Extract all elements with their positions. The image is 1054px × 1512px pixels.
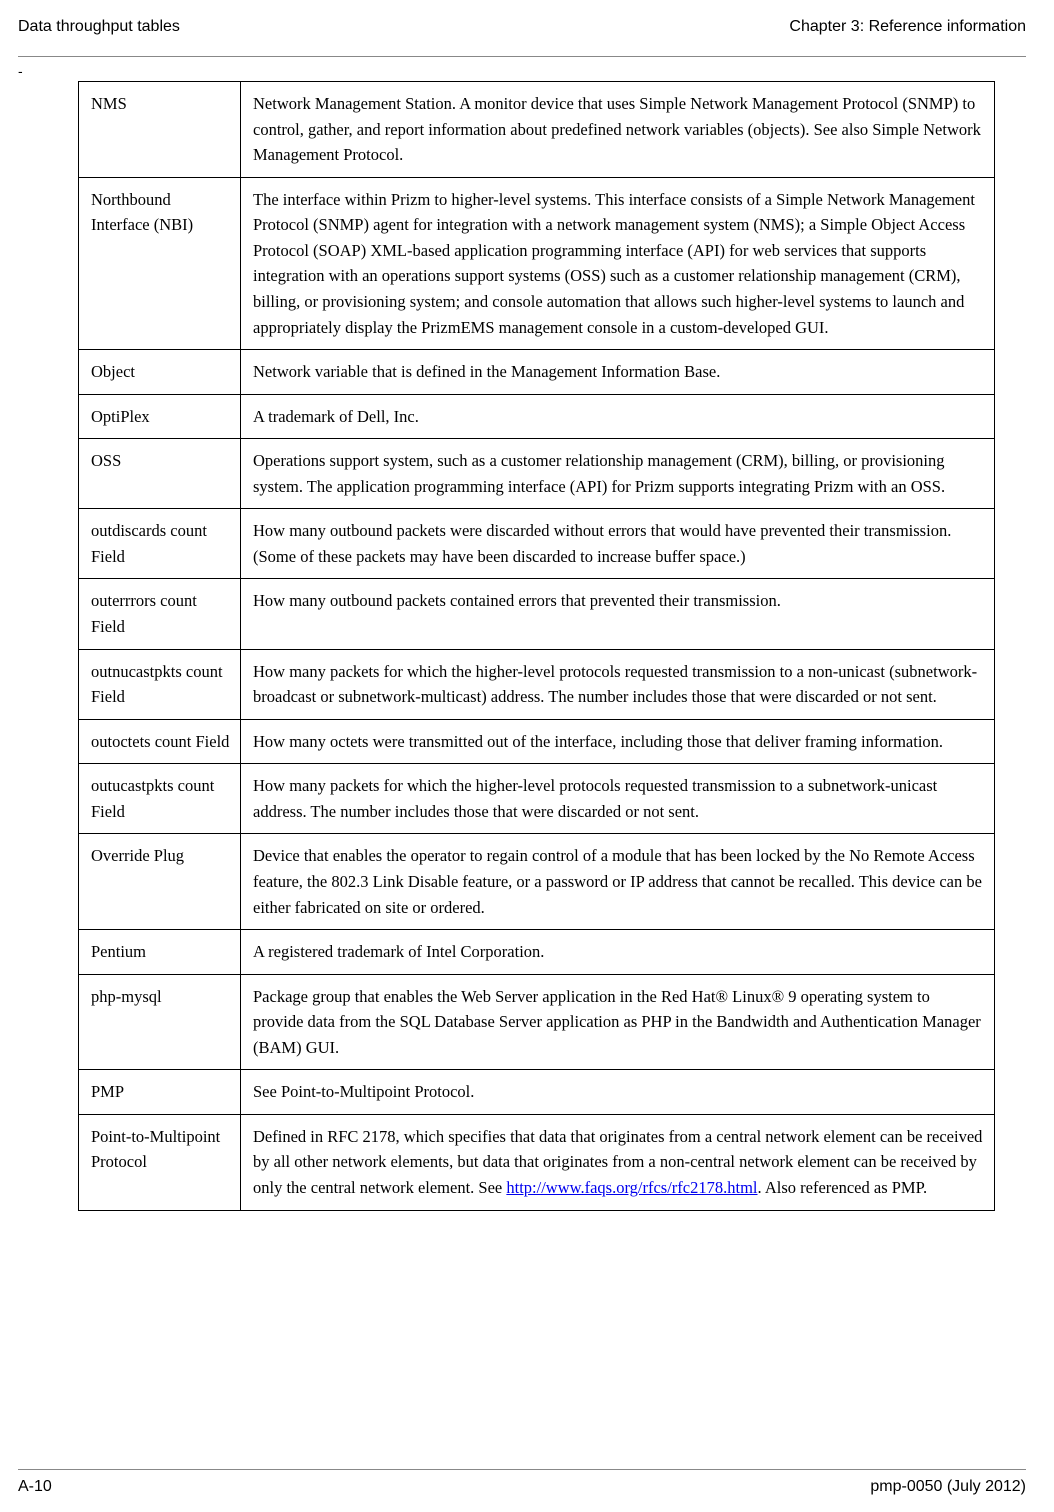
table-row: outdiscards count Field How many outboun… bbox=[79, 509, 995, 579]
header-divider bbox=[18, 56, 1026, 57]
term-cell: outdiscards count Field bbox=[79, 509, 241, 579]
definition-cell: How many outbound packets contained erro… bbox=[241, 579, 995, 649]
term-cell: php-mysql bbox=[79, 974, 241, 1070]
term-cell: Pentium bbox=[79, 930, 241, 975]
table-row: NMS Network Management Station. A monito… bbox=[79, 82, 995, 178]
term-cell: Point-to-Multipoint Protocol bbox=[79, 1114, 241, 1210]
definition-cell: A trademark of Dell, Inc. bbox=[241, 394, 995, 439]
term-cell: OptiPlex bbox=[79, 394, 241, 439]
term-cell: OSS bbox=[79, 439, 241, 509]
definition-cell: See Point-to-Multipoint Protocol. bbox=[241, 1070, 995, 1115]
table-row: outucastpkts count Field How many packet… bbox=[79, 764, 995, 834]
table-row: Northbound Interface (NBI) The interface… bbox=[79, 177, 995, 349]
table-row: Object Network variable that is defined … bbox=[79, 350, 995, 395]
term-cell: Northbound Interface (NBI) bbox=[79, 177, 241, 349]
rfc-link[interactable]: http://www.faqs.org/rfcs/rfc2178.html bbox=[506, 1178, 757, 1197]
table-row: outerrrors count Field How many outbound… bbox=[79, 579, 995, 649]
page-header: Data throughput tables Chapter 3: Refere… bbox=[18, 18, 1026, 56]
definition-cell: How many outbound packets were discarded… bbox=[241, 509, 995, 579]
table-row: OptiPlex A trademark of Dell, Inc. bbox=[79, 394, 995, 439]
table-row: Pentium A registered trademark of Intel … bbox=[79, 930, 995, 975]
definition-cell: How many packets for which the higher-le… bbox=[241, 764, 995, 834]
page-footer: A-10 pmp-0050 (July 2012) bbox=[18, 1469, 1026, 1496]
definition-cell: The interface within Prizm to higher-lev… bbox=[241, 177, 995, 349]
definition-cell: Package group that enables the Web Serve… bbox=[241, 974, 995, 1070]
definition-cell: Network variable that is defined in the … bbox=[241, 350, 995, 395]
definition-cell: Network Management Station. A monitor de… bbox=[241, 82, 995, 178]
table-row: PMP See Point-to-Multipoint Protocol. bbox=[79, 1070, 995, 1115]
term-cell: outerrrors count Field bbox=[79, 579, 241, 649]
table-row: outoctets count Field How many octets we… bbox=[79, 719, 995, 764]
table-row: OSS Operations support system, such as a… bbox=[79, 439, 995, 509]
term-cell: PMP bbox=[79, 1070, 241, 1115]
definition-cell: Operations support system, such as a cus… bbox=[241, 439, 995, 509]
definition-cell: A registered trademark of Intel Corporat… bbox=[241, 930, 995, 975]
definition-cell: How many packets for which the higher-le… bbox=[241, 649, 995, 719]
footer-left: A-10 bbox=[18, 1478, 52, 1496]
term-cell: Override Plug bbox=[79, 834, 241, 930]
table-row: outnucastpkts count Field How many packe… bbox=[79, 649, 995, 719]
definition-cell: Defined in RFC 2178, which specifies tha… bbox=[241, 1114, 995, 1210]
term-cell: NMS bbox=[79, 82, 241, 178]
term-cell: outucastpkts count Field bbox=[79, 764, 241, 834]
term-cell: outoctets count Field bbox=[79, 719, 241, 764]
header-left: Data throughput tables bbox=[18, 18, 180, 36]
definition-post: . Also referenced as PMP. bbox=[758, 1178, 928, 1197]
table-row: Override Plug Device that enables the op… bbox=[79, 834, 995, 930]
definition-cell: Device that enables the operator to rega… bbox=[241, 834, 995, 930]
glossary-table: NMS Network Management Station. A monito… bbox=[78, 81, 995, 1211]
dash-mark: - bbox=[18, 63, 1026, 79]
term-cell: Object bbox=[79, 350, 241, 395]
table-row: php-mysql Package group that enables the… bbox=[79, 974, 995, 1070]
table-row: Point-to-Multipoint Protocol Defined in … bbox=[79, 1114, 995, 1210]
definition-cell: How many octets were transmitted out of … bbox=[241, 719, 995, 764]
term-cell: outnucastpkts count Field bbox=[79, 649, 241, 719]
header-right: Chapter 3: Reference information bbox=[789, 18, 1026, 36]
footer-right: pmp-0050 (July 2012) bbox=[870, 1478, 1026, 1496]
